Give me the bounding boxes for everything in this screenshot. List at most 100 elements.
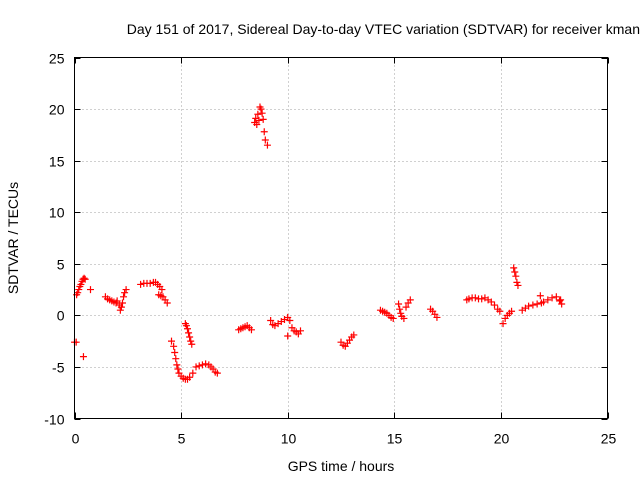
plot-frame bbox=[74, 57, 608, 419]
data-point bbox=[185, 329, 193, 337]
data-point bbox=[260, 128, 268, 136]
data-point bbox=[261, 136, 269, 144]
data-point bbox=[296, 327, 304, 335]
data-point bbox=[195, 362, 203, 370]
data-point bbox=[406, 296, 414, 304]
data-point bbox=[182, 322, 190, 330]
data-point bbox=[284, 332, 292, 340]
x-axis-label: GPS time / hours bbox=[288, 458, 395, 474]
data-point bbox=[74, 289, 82, 297]
x-tick-label: 20 bbox=[494, 431, 510, 447]
data-point bbox=[81, 275, 89, 283]
data-point bbox=[491, 301, 499, 309]
data-point bbox=[202, 360, 210, 368]
data-point bbox=[253, 121, 261, 129]
data-point bbox=[79, 353, 87, 361]
data-point bbox=[514, 281, 522, 289]
y-tick-label: 5 bbox=[57, 257, 65, 273]
data-point bbox=[75, 286, 83, 294]
data-point bbox=[247, 326, 255, 334]
data-point bbox=[77, 280, 85, 288]
data-point bbox=[192, 363, 200, 371]
data-point bbox=[471, 294, 479, 302]
data-point bbox=[116, 306, 124, 314]
x-tick-label: 15 bbox=[387, 431, 403, 447]
y-tick-label: 0 bbox=[57, 308, 65, 324]
data-point bbox=[540, 298, 548, 306]
data-point bbox=[548, 294, 556, 302]
data-point bbox=[552, 293, 560, 301]
y-axis-label: SDTVAR / TECUs bbox=[5, 182, 21, 294]
data-point bbox=[121, 289, 129, 297]
data-point bbox=[533, 300, 541, 308]
data-point bbox=[189, 369, 197, 377]
data-point bbox=[389, 314, 397, 322]
data-point bbox=[170, 342, 178, 350]
data-point bbox=[544, 296, 552, 304]
x-tick-label: 10 bbox=[281, 431, 297, 447]
data-point bbox=[117, 303, 125, 311]
y-tick-label: -10 bbox=[44, 412, 64, 428]
data-point bbox=[186, 373, 194, 381]
data-point bbox=[172, 355, 180, 363]
data-point bbox=[187, 337, 195, 345]
data-point bbox=[259, 115, 267, 123]
data-point bbox=[254, 110, 262, 118]
data-point bbox=[267, 317, 275, 325]
data-point bbox=[198, 361, 206, 369]
data-point bbox=[536, 292, 544, 300]
y-tick-label: 20 bbox=[49, 102, 65, 118]
data-point bbox=[350, 331, 358, 339]
data-point bbox=[137, 280, 145, 288]
data-point bbox=[122, 286, 130, 294]
data-point bbox=[556, 297, 564, 305]
data-point bbox=[72, 338, 80, 346]
data-point bbox=[511, 268, 519, 276]
data-point bbox=[396, 305, 404, 313]
data-point bbox=[499, 320, 507, 328]
data-point bbox=[402, 303, 410, 311]
data-point bbox=[257, 105, 265, 113]
grid-lines bbox=[74, 57, 608, 419]
y-tick-label: 25 bbox=[49, 51, 65, 67]
data-point bbox=[118, 299, 126, 307]
data-point bbox=[478, 295, 486, 303]
axis-ticks: 0 5 10 15 20 25 -10 -5 0 5 10 15 20 25 bbox=[44, 51, 616, 447]
data-point bbox=[496, 307, 504, 315]
y-tick-label: -5 bbox=[52, 360, 65, 376]
data-point bbox=[173, 361, 181, 369]
data-point bbox=[183, 325, 191, 333]
x-tick-label: 5 bbox=[178, 431, 186, 447]
y-tick-label: 15 bbox=[49, 154, 65, 170]
x-tick-label: 0 bbox=[72, 431, 80, 447]
data-point bbox=[188, 340, 196, 348]
data-point bbox=[80, 274, 88, 282]
data-point bbox=[146, 279, 154, 287]
data-point bbox=[258, 109, 266, 117]
x-tick-label: 25 bbox=[601, 431, 617, 447]
data-point bbox=[168, 337, 176, 345]
data-point bbox=[557, 296, 565, 304]
data-point bbox=[397, 309, 405, 317]
data-point bbox=[113, 297, 121, 305]
data-point bbox=[510, 264, 518, 272]
data-point bbox=[487, 298, 495, 306]
data-point bbox=[512, 272, 520, 280]
data-point bbox=[508, 307, 516, 315]
data-point bbox=[465, 295, 473, 303]
data-point bbox=[86, 286, 94, 294]
data-point bbox=[158, 286, 166, 294]
data-point bbox=[525, 302, 533, 310]
data-point bbox=[263, 141, 271, 149]
data-point bbox=[395, 300, 403, 308]
data-point bbox=[120, 293, 128, 301]
data-point bbox=[171, 348, 179, 356]
data-point bbox=[433, 313, 441, 321]
data-point bbox=[163, 299, 171, 307]
chart-title: Day 151 of 2017, Sidereal Day-to-day VTE… bbox=[127, 21, 640, 37]
data-point bbox=[213, 369, 221, 377]
data-point bbox=[513, 278, 521, 286]
data-point bbox=[174, 365, 182, 373]
data-point bbox=[255, 116, 263, 124]
